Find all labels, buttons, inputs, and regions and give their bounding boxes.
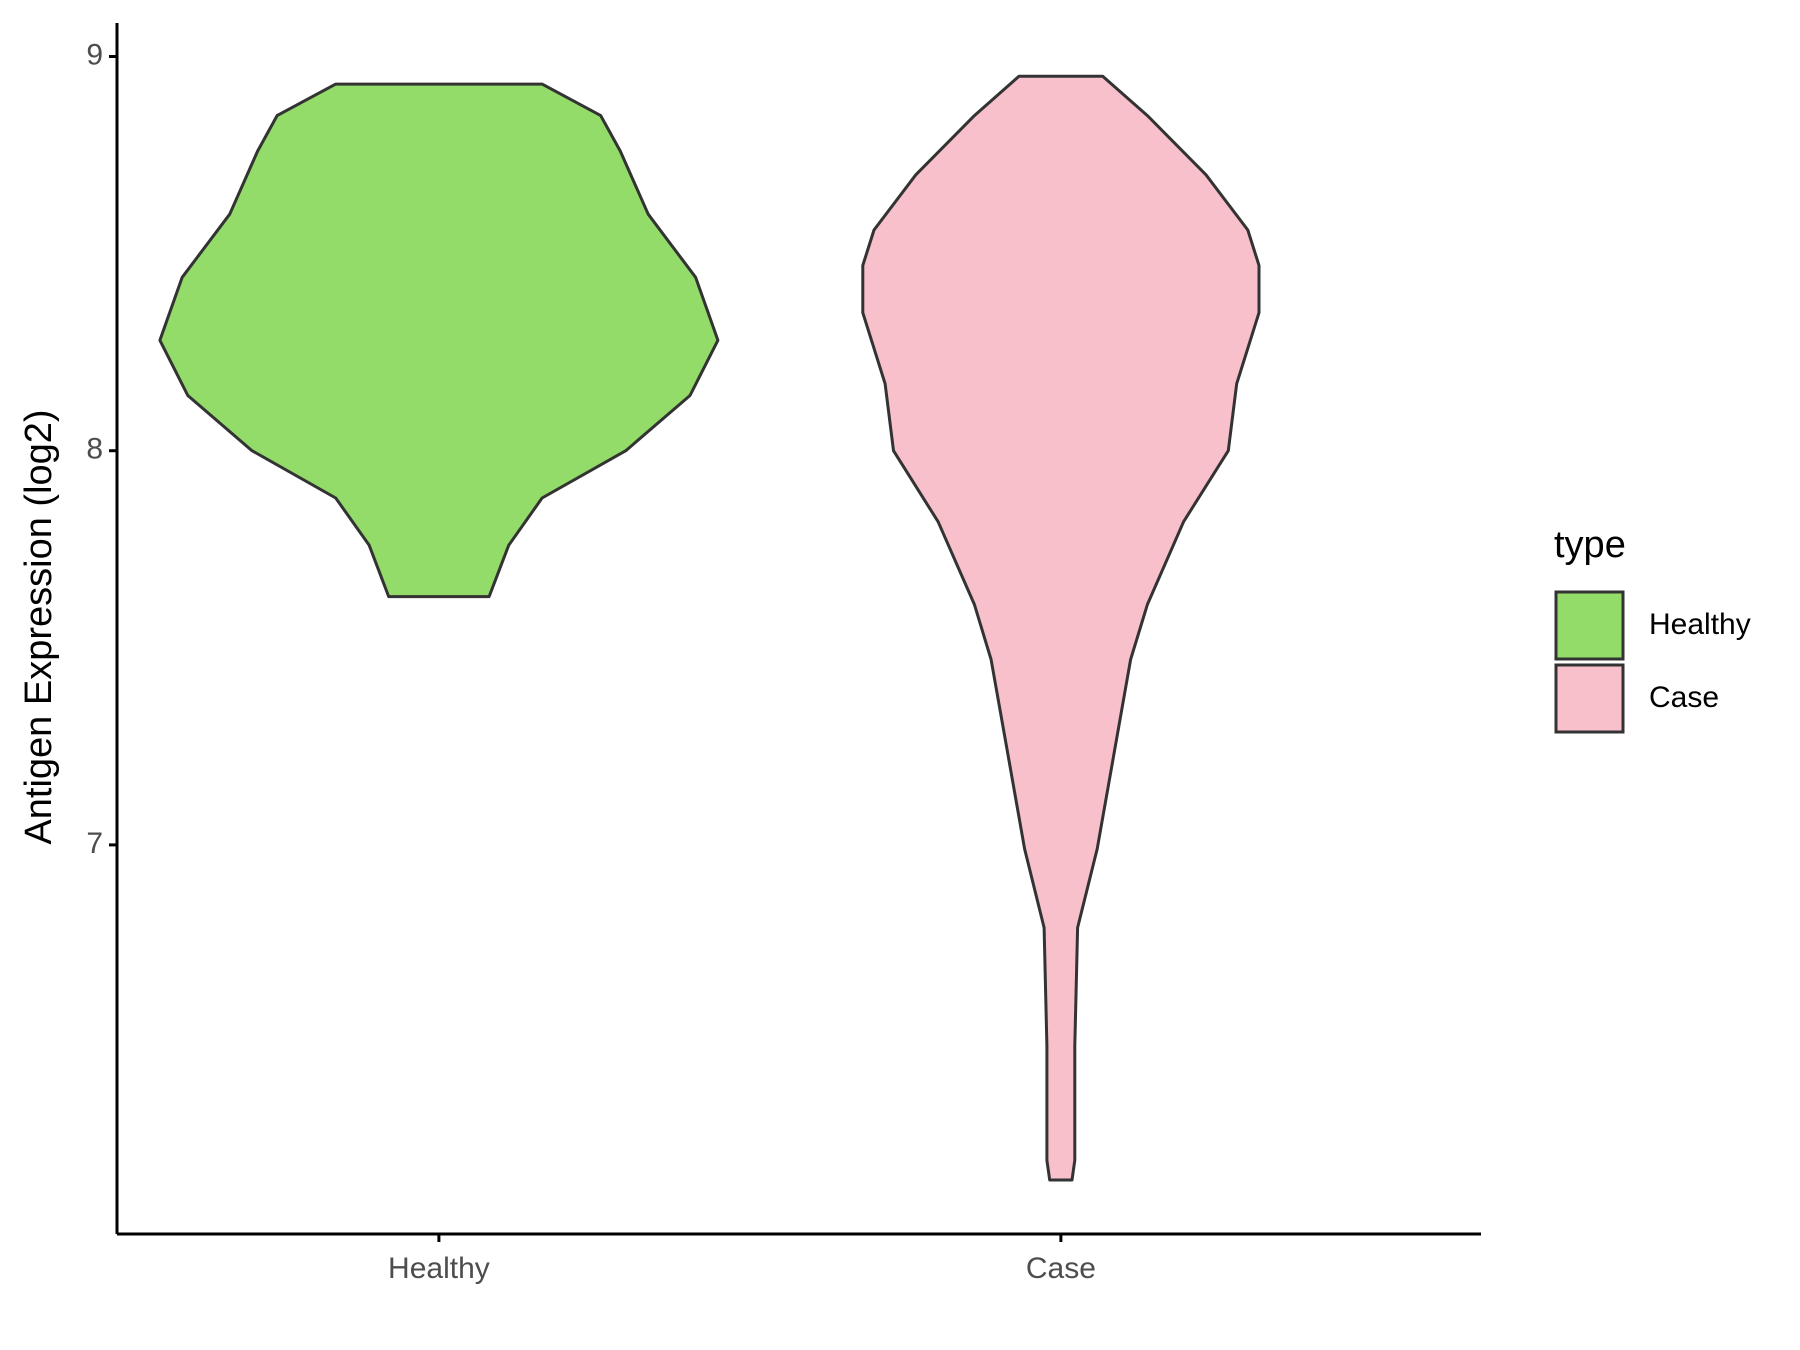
x-tick-label: Healthy xyxy=(388,1252,490,1285)
legend-key xyxy=(1554,663,1625,734)
legend-title: type xyxy=(1554,524,1626,566)
violin xyxy=(158,82,720,599)
y-tick-label: 8 xyxy=(86,433,103,466)
y-tick-label: 9 xyxy=(86,38,103,71)
legend-label: Case xyxy=(1649,681,1719,714)
legend-key xyxy=(1554,590,1625,661)
x-tick-label: Case xyxy=(1026,1252,1096,1285)
legend-label: Healthy xyxy=(1649,608,1751,641)
y-axis-title: Antigen Expression (log2) xyxy=(18,409,60,844)
y-tick-label: 7 xyxy=(86,827,103,860)
violin xyxy=(861,74,1261,1182)
